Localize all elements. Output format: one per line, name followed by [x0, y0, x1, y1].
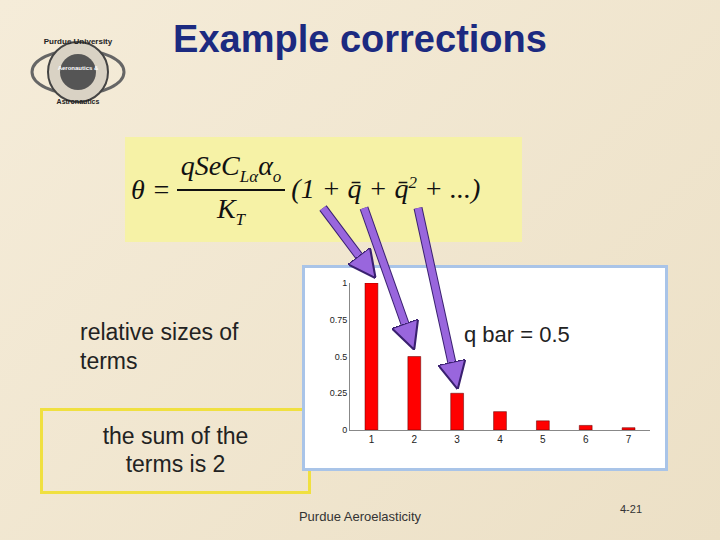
svg-text:7: 7 — [626, 434, 632, 445]
html-text:Example corrections: Example corrections — [173, 18, 547, 60]
svg-text:0.25: 0.25 — [330, 388, 348, 398]
svg-text:3: 3 — [454, 434, 460, 445]
svg-text:2: 2 — [412, 434, 418, 445]
svg-text:Purdue University: Purdue University — [44, 37, 113, 46]
svg-text:0.5: 0.5 — [335, 352, 348, 362]
html-text:4-21: 4-21 — [620, 503, 642, 515]
html-text:Purdue Aeroelasticity: Purdue Aeroelasticity — [298, 509, 422, 524]
svg-text:0: 0 — [342, 425, 347, 435]
svg-text:5: 5 — [540, 434, 546, 445]
html-text:relative sizes of terms: relative sizes of terms — [80, 319, 239, 374]
html-text:q bar = 0.5: q bar = 0.5 — [464, 322, 570, 347]
html-text:qSeCLααo: qSeCLααo — [180, 149, 282, 186]
html-text:the sum of the terms is 2: the sum of the terms is 2 — [102, 423, 249, 477]
svg-text:4: 4 — [497, 434, 503, 445]
svg-text:1: 1 — [342, 278, 347, 288]
svg-text:6: 6 — [583, 434, 589, 445]
html-text:KT: KT — [216, 192, 246, 229]
html-text:θ =: θ = — [131, 173, 171, 205]
svg-text:1: 1 — [369, 434, 375, 445]
html-text:(1 + q̄ + q̄2+ ...): (1 + q̄ + q̄2+ ...) — [291, 173, 481, 205]
svg-text:Aeronautics &: Aeronautics & — [58, 65, 99, 71]
svg-text:Astronautics: Astronautics — [57, 98, 100, 105]
svg-text:0.75: 0.75 — [330, 315, 348, 325]
